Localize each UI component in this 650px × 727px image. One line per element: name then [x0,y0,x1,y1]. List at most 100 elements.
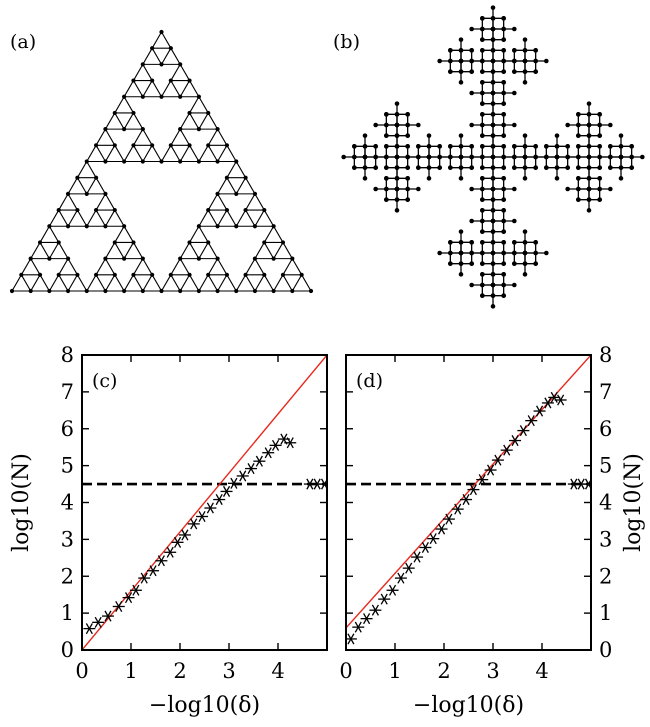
vicsek-node [586,197,592,202]
gasket-node [178,62,183,67]
gasket-edge [161,47,172,65]
vicsek-node [501,101,506,106]
gasket-node [206,272,211,277]
vicsek-node [384,144,389,149]
vicsek-node [458,261,464,266]
gasket-edge [282,258,293,276]
gasket-edge [123,112,134,130]
vicsek-node [458,133,464,138]
vicsek-node [490,272,496,277]
vicsek-node [586,101,592,106]
gasket-edge [198,274,209,292]
gasket-edge [235,177,247,195]
gasket-node [196,256,201,261]
gasket-edge [189,80,200,98]
gasket-edge [235,274,247,292]
gasket-node [150,78,155,83]
gasket-edge [235,209,247,227]
vicsek-node [490,304,496,309]
data-point [213,494,226,506]
data-point [204,502,217,514]
gasket-edge [179,80,191,98]
vicsek-node [384,133,389,138]
vicsek-node [512,69,517,74]
saturated-point [582,478,591,490]
gasket-edge [11,274,22,292]
gasket-edge [30,274,41,292]
vicsek-node [501,208,506,213]
vicsek-node [533,48,538,53]
vicsek-node [490,176,496,181]
gasket-node [187,110,192,116]
gasket-edge [114,242,125,259]
vicsek-node [533,154,538,160]
gasket-edge [76,209,88,227]
vicsek-node [586,154,592,160]
vicsek-node [405,165,410,170]
vicsek-node [480,197,485,202]
vicsek-node [362,165,368,170]
gasket-edge [263,242,275,259]
gasket-node [75,207,80,213]
vicsek-node [469,240,474,245]
vicsek-node [533,261,538,266]
gasket-edge [282,274,293,292]
vicsek-node [618,176,624,181]
gasket-node [131,240,136,245]
data-point [253,455,266,467]
gasket-node [159,288,164,294]
gasket-node [215,191,220,196]
gasket-edge [179,112,191,130]
gasket-node [262,240,267,245]
vicsek-node [416,186,421,192]
data-point [83,623,96,635]
vicsek-node [533,165,538,170]
data-point [451,503,464,515]
gasket-node [84,191,89,196]
gasket-node [299,272,304,277]
gasket-node [271,224,276,229]
vicsek-node [576,197,581,202]
gasket-node [187,143,192,148]
vicsek-node [384,122,389,128]
vicsek-node [480,176,485,181]
gasket-edge [123,274,134,292]
vicsek-node [576,133,581,138]
gasket-node [56,240,61,245]
gasket-edge [161,80,172,98]
gasket-node [65,191,71,196]
gasket-node [112,240,117,245]
vicsek-node [490,101,496,106]
data-point [402,562,415,574]
gasket-node [196,94,201,99]
gasket-edge [189,242,200,259]
vicsek-node [426,144,432,149]
gasket-edge [76,177,88,195]
gasket-node [308,288,314,294]
gasket-edge [76,161,88,178]
gasket-edge [207,112,219,130]
gasket-node [234,159,239,164]
vicsek-fractal-diagram [341,5,645,309]
vicsek-node [373,186,378,192]
gasket-edge [58,258,69,276]
gasket-edge [151,31,162,49]
gasket-edge [123,225,134,243]
x-tick-label: 1 [388,659,401,683]
gasket-edge [114,96,125,114]
gasket-edge [123,96,134,114]
gasket-edge [245,209,256,227]
vicsek-node [565,186,570,192]
vicsek-node [629,144,634,149]
gasket-edge [263,209,275,227]
gasket-edge [48,274,60,292]
gasket-node [140,159,145,164]
gasket-node [150,143,155,148]
vicsek-node [565,165,570,170]
vicsek-node [501,282,506,288]
vicsek-node [522,176,528,181]
gasket-edge [198,225,209,243]
vicsek-node [480,122,485,128]
gasket-edge [123,80,134,98]
gasket-edge [142,258,153,276]
